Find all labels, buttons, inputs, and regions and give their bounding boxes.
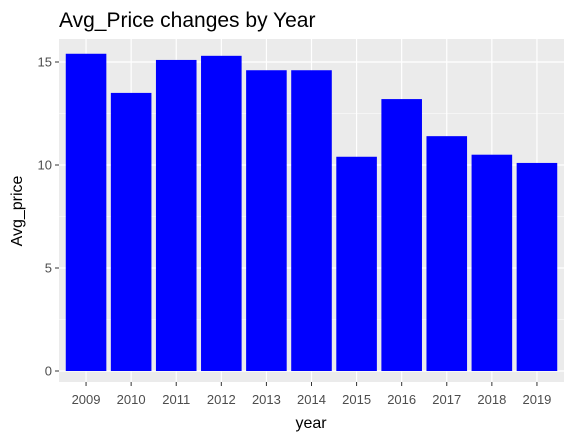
bar-2019: [516, 162, 558, 371]
x-axis: 2009 2010 2011 2012 2013 2014 2015 2016 2017 2018…: [72, 382, 551, 407]
x-tick-label: 2009: [72, 392, 101, 407]
bar-2010: [110, 92, 152, 372]
bar-2017: [426, 136, 468, 371]
x-tick-label: 2012: [207, 392, 236, 407]
x-tick-label: 2014: [297, 392, 326, 407]
x-tick-label: 2018: [477, 392, 506, 407]
bar-2012: [201, 55, 242, 371]
bar-2014: [291, 70, 332, 372]
x-tick-label: 2010: [117, 392, 146, 407]
y-axis: 0 5 10 15: [38, 55, 59, 379]
bar-2013: [246, 70, 287, 372]
x-tick-label: 2019: [522, 392, 551, 407]
bar-2009: [65, 53, 107, 371]
y-axis-title: Avg_price: [9, 175, 26, 246]
x-tick-label: 2017: [432, 392, 461, 407]
bars: [65, 53, 558, 372]
y-tick-label: 5: [45, 261, 52, 276]
bar-2015: [336, 156, 377, 371]
x-tick-label: 2016: [387, 392, 416, 407]
x-axis-title: year: [295, 415, 327, 432]
y-tick-label: 10: [38, 158, 52, 173]
bar-2016: [381, 99, 422, 371]
bar-2011: [155, 59, 197, 371]
x-tick-label: 2013: [252, 392, 281, 407]
y-tick-label: 15: [38, 55, 52, 70]
bar-2018: [471, 154, 513, 371]
x-tick-label: 2015: [342, 392, 371, 407]
x-tick-label: 2011: [162, 392, 190, 407]
y-tick-label: 0: [45, 364, 52, 379]
chart-title: Avg_Price changes by Year: [59, 9, 315, 32]
